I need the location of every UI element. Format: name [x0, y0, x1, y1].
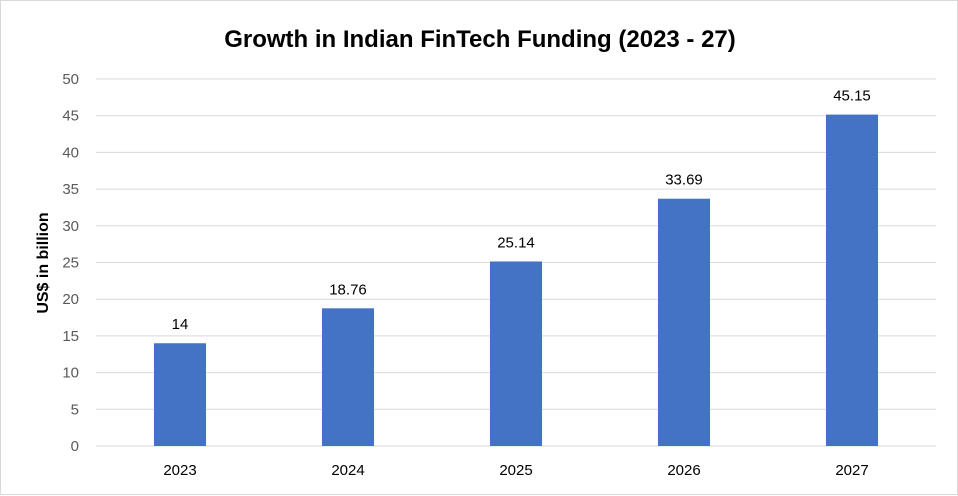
x-tick-label-2026: 2026: [667, 462, 700, 479]
y-tick-label: 40: [62, 144, 79, 161]
y-axis-ticks: 0 5 10 15 20 25 30 35 40 45 50: [62, 71, 79, 455]
y-tick-label: 50: [62, 71, 79, 88]
data-labels: 14 18.76 25.14 33.69 45.15: [172, 88, 871, 334]
x-tick-label-2027: 2027: [835, 462, 868, 479]
data-label-2025: 25.14: [497, 234, 535, 251]
bars: [154, 114, 878, 446]
y-tick-label: 45: [62, 108, 79, 125]
x-tick-label-2023: 2023: [163, 462, 196, 479]
bar-2026: [658, 198, 710, 446]
chart-title: Growth in Indian FinTech Funding (2023 -…: [224, 26, 736, 53]
bar-2023: [154, 343, 206, 446]
y-tick-label: 15: [62, 328, 79, 345]
y-tick-label: 30: [62, 218, 79, 235]
data-label-2026: 33.69: [665, 172, 703, 189]
y-tick-label: 20: [62, 291, 79, 308]
y-axis-label: US$ in billion: [35, 212, 52, 313]
y-tick-label: 35: [62, 181, 79, 198]
y-tick-label: 10: [62, 365, 79, 382]
data-label-2023: 14: [172, 316, 189, 333]
y-tick-label: 25: [62, 255, 79, 272]
bar-2024: [322, 308, 374, 446]
y-tick-label: 5: [71, 401, 79, 418]
x-tick-label-2024: 2024: [331, 462, 364, 479]
bar-2027: [826, 114, 878, 446]
x-axis-ticks: 2023 2024 2025 2026 2027: [163, 462, 868, 479]
bar-2025: [490, 261, 542, 446]
data-label-2027: 45.15: [833, 88, 871, 105]
data-label-2024: 18.76: [329, 281, 367, 298]
x-tick-label-2025: 2025: [499, 462, 532, 479]
y-tick-label: 0: [71, 438, 79, 455]
